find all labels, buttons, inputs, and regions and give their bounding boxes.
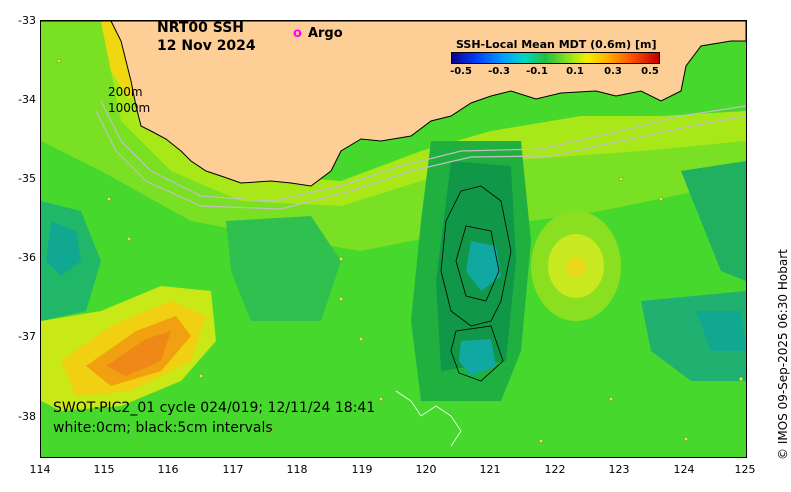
- y-tick: -37: [18, 330, 36, 343]
- contour-5cm-1: [440, 185, 512, 327]
- colorbar-tick: -0.1: [526, 66, 548, 77]
- x-tick: 120: [415, 463, 437, 476]
- x-tick: 122: [544, 463, 566, 476]
- x-tick: 114: [29, 463, 51, 476]
- float-markers: [56, 58, 744, 444]
- x-tick: 123: [608, 463, 630, 476]
- argo-legend: o Argo: [293, 26, 343, 41]
- y-tick: -33: [18, 14, 36, 27]
- teal-center: [226, 216, 341, 321]
- y-tick: -38: [18, 410, 36, 423]
- contour-5cm-2: [455, 225, 500, 302]
- teal-east: [681, 161, 746, 281]
- x-tick: 119: [351, 463, 373, 476]
- colorbar: [451, 52, 660, 64]
- x-tick: 125: [734, 463, 756, 476]
- teal-west-core: [46, 221, 81, 276]
- y-tick: -36: [18, 251, 36, 264]
- swot-info: SWOT-PIC2_01 cycle 024/019; 12/11/24 18:…: [53, 400, 376, 416]
- x-tick: 116: [157, 463, 179, 476]
- depth-label-200m: 200m: [108, 85, 143, 99]
- y-tick: -35: [18, 172, 36, 185]
- trench-low-south: [459, 339, 496, 376]
- y-tick: -34: [18, 93, 36, 106]
- ssh-field: [41, 21, 746, 457]
- teal-southeast-core: [696, 311, 746, 351]
- isobath-200m: [100, 100, 746, 202]
- colorbar-tick: 0.3: [604, 66, 622, 77]
- depth-label-1000m: 1000m: [108, 101, 151, 115]
- shelf-band: [41, 21, 746, 251]
- map-date: 12 Nov 2024: [157, 38, 256, 54]
- trench-low-north: [466, 241, 501, 291]
- credit: © IMOS 09-Sep-2025 06:30 Hobart: [776, 249, 790, 460]
- argo-label: Argo: [307, 26, 343, 41]
- x-tick: 121: [479, 463, 501, 476]
- argo-marker-icon: o: [293, 26, 302, 41]
- ssh-map: [40, 20, 747, 458]
- x-tick: 124: [673, 463, 695, 476]
- eddy-east-core: [566, 257, 586, 277]
- x-tick: 117: [222, 463, 244, 476]
- eddy-southwest-core: [106, 331, 171, 376]
- colorbar-tick: -0.3: [488, 66, 510, 77]
- x-tick: 115: [93, 463, 115, 476]
- colorbar-tick: -0.5: [450, 66, 472, 77]
- x-tick: 118: [286, 463, 308, 476]
- coastal-strip: [101, 21, 746, 206]
- contour-0cm: [395, 390, 462, 447]
- contour-5cm-3: [450, 325, 504, 382]
- map-title: NRT00 SSH: [157, 20, 245, 36]
- isobath-1000m: [95, 110, 746, 210]
- colorbar-tick: 0.5: [641, 66, 659, 77]
- colorbar-tick: 0.1: [566, 66, 584, 77]
- colorbar-title: SSH-Local Mean MDT (0.6m) [m]: [456, 38, 657, 51]
- contour-info: white:0cm; black:5cm intervals: [53, 420, 273, 436]
